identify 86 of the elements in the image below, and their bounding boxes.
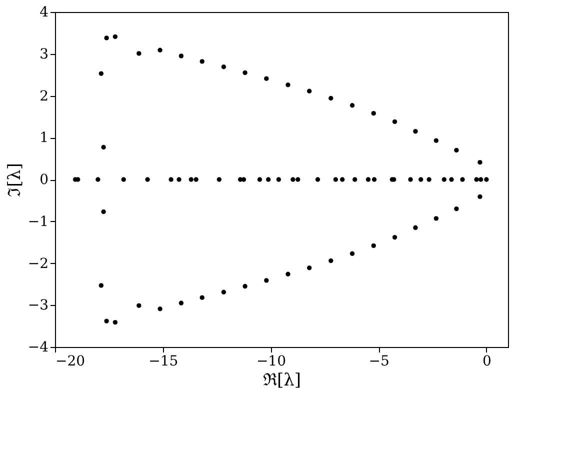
point xyxy=(216,177,222,182)
point xyxy=(264,278,269,283)
point xyxy=(328,96,334,101)
point xyxy=(112,320,118,325)
point xyxy=(418,177,424,182)
point xyxy=(290,177,296,182)
y-tick-label: −1 xyxy=(28,214,48,230)
point xyxy=(426,177,432,182)
y-tick-label: −4 xyxy=(28,340,49,356)
point xyxy=(392,119,398,124)
point xyxy=(350,103,355,108)
x-tick-label: −5 xyxy=(368,354,390,370)
point xyxy=(96,177,100,182)
point xyxy=(484,177,489,182)
point xyxy=(221,64,226,70)
y-tick-label: 2 xyxy=(40,88,48,104)
point xyxy=(178,54,184,58)
point xyxy=(434,216,439,221)
y-tick-label: −2 xyxy=(28,256,48,272)
point xyxy=(176,177,182,182)
point xyxy=(188,177,194,182)
point xyxy=(257,177,262,182)
point xyxy=(350,251,355,256)
point xyxy=(449,177,454,182)
point xyxy=(478,160,482,165)
x-tick-label: 0 xyxy=(482,354,492,370)
point xyxy=(136,303,142,308)
point xyxy=(101,144,106,150)
point xyxy=(200,295,204,300)
point xyxy=(460,177,465,182)
point xyxy=(372,177,377,182)
point xyxy=(98,71,104,76)
point xyxy=(454,148,459,153)
point xyxy=(333,177,338,182)
x-tick-label: −15 xyxy=(148,354,178,370)
point xyxy=(478,194,482,200)
point xyxy=(121,177,126,182)
point xyxy=(408,177,413,182)
point xyxy=(454,206,459,212)
point xyxy=(340,177,345,182)
point xyxy=(413,129,418,134)
point xyxy=(442,177,446,182)
point xyxy=(136,51,142,56)
point xyxy=(328,258,334,264)
point xyxy=(104,318,109,324)
point xyxy=(286,272,290,276)
point xyxy=(98,283,104,288)
x-axis-title: ℜ[λ] xyxy=(262,370,302,390)
point xyxy=(371,243,376,248)
point xyxy=(178,300,184,306)
point xyxy=(221,290,226,294)
point xyxy=(264,76,269,81)
point xyxy=(242,284,248,289)
point xyxy=(296,177,300,182)
point xyxy=(158,306,162,312)
point xyxy=(413,225,418,230)
y-axis-title: ℑ[λ] xyxy=(4,162,25,198)
y-tick-label: 3 xyxy=(40,46,48,62)
point xyxy=(434,138,439,143)
point xyxy=(194,177,198,182)
point xyxy=(286,82,290,88)
point xyxy=(474,177,479,182)
point xyxy=(168,177,174,182)
point xyxy=(276,177,282,182)
point xyxy=(371,110,376,116)
point xyxy=(242,70,248,76)
y-tick-label: 4 xyxy=(40,4,49,20)
point xyxy=(158,48,162,52)
point xyxy=(200,59,204,64)
point xyxy=(315,177,320,182)
point xyxy=(352,177,358,182)
point xyxy=(306,266,312,270)
point xyxy=(112,34,118,40)
point xyxy=(366,177,371,182)
x-tick-label: −20 xyxy=(56,354,86,370)
point xyxy=(101,209,106,214)
point xyxy=(104,36,109,40)
point xyxy=(306,88,312,94)
point xyxy=(392,234,398,240)
y-tick-label: 0 xyxy=(40,172,48,188)
x-tick-label: −10 xyxy=(256,354,286,370)
y-tick-label: 1 xyxy=(40,130,48,146)
point xyxy=(145,177,150,182)
point xyxy=(478,177,484,182)
point xyxy=(266,177,271,182)
y-tick-label: −3 xyxy=(28,298,48,314)
